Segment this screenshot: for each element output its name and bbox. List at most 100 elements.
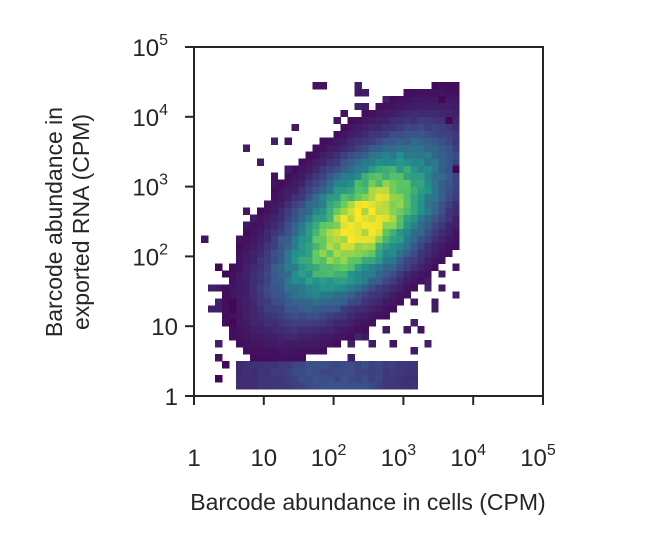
histogram-bin xyxy=(375,249,383,257)
histogram-bin xyxy=(333,137,341,146)
histogram-bin xyxy=(424,284,432,292)
histogram-bin xyxy=(410,116,418,125)
histogram-bin xyxy=(375,186,383,194)
histogram-bin xyxy=(389,291,397,299)
histogram-bin xyxy=(284,235,293,243)
histogram-bin xyxy=(361,361,369,369)
histogram-bin xyxy=(410,102,418,111)
histogram-bin xyxy=(382,249,390,257)
histogram-bin xyxy=(424,137,432,146)
histogram-bin xyxy=(256,333,265,341)
histogram-bin xyxy=(333,151,341,160)
histogram-bin xyxy=(326,214,334,222)
histogram-bin xyxy=(389,165,397,174)
histogram-bin xyxy=(431,151,439,160)
x-tick-label: 10 xyxy=(250,445,277,472)
histogram-bin xyxy=(424,109,432,118)
histogram-bin xyxy=(361,263,369,271)
histogram-bin xyxy=(270,172,279,181)
histogram-bin xyxy=(256,158,265,167)
histogram-bin xyxy=(326,144,334,153)
histogram-bin xyxy=(249,298,258,306)
histogram-bin xyxy=(354,298,362,306)
histogram-bin xyxy=(452,102,460,111)
histogram-bin xyxy=(312,291,321,299)
histogram-bin xyxy=(347,228,355,236)
histogram-bin xyxy=(347,200,355,208)
histogram-bin xyxy=(347,130,355,139)
histogram-bin xyxy=(445,81,453,90)
histogram-bin xyxy=(403,186,411,194)
histogram-bin xyxy=(417,277,425,285)
histogram-bin xyxy=(235,249,244,257)
histogram-bin xyxy=(354,137,362,146)
histogram-bin xyxy=(382,151,390,160)
histogram-bin xyxy=(298,263,307,271)
histogram-bin xyxy=(417,249,425,257)
histogram-bin xyxy=(277,319,286,327)
histogram-bin xyxy=(452,123,460,132)
histogram-bin xyxy=(389,151,397,160)
histogram-bin xyxy=(438,151,446,160)
histogram-bin xyxy=(298,242,307,250)
histogram-bin xyxy=(319,319,328,327)
histogram-bin xyxy=(452,130,460,139)
histogram-bin xyxy=(445,95,453,104)
histogram-bin xyxy=(291,284,300,292)
histogram-bin xyxy=(417,151,425,160)
histogram-bin xyxy=(263,228,272,236)
histogram-bin xyxy=(319,326,328,334)
histogram-bin xyxy=(340,144,348,153)
histogram-bin xyxy=(403,263,411,271)
histogram-bin xyxy=(333,361,341,369)
histogram-bin xyxy=(368,221,376,229)
histogram-bin xyxy=(445,165,453,174)
histogram-bin xyxy=(284,326,293,334)
histogram-bin xyxy=(235,263,244,271)
y-axis-label-line-1: Barcode abundance in xyxy=(41,107,67,337)
histogram-bin xyxy=(417,179,425,187)
histogram-bin xyxy=(354,193,362,201)
histogram-bin xyxy=(452,116,460,125)
histogram-bin xyxy=(305,193,314,201)
histogram-bin xyxy=(263,277,272,285)
histogram-bin xyxy=(340,361,348,369)
histogram-bin xyxy=(298,340,307,348)
histogram-bin xyxy=(424,88,432,97)
histogram-bin xyxy=(361,305,369,313)
histogram-bin xyxy=(403,375,411,383)
histogram-bin xyxy=(326,137,334,146)
histogram-bin xyxy=(424,242,432,250)
histogram-bin xyxy=(333,158,341,167)
histogram-bin xyxy=(312,333,321,341)
histogram-bin xyxy=(445,228,453,236)
histogram-bin xyxy=(284,361,293,369)
histogram-bin xyxy=(382,270,390,278)
histogram-bin xyxy=(256,270,265,278)
histogram-bin xyxy=(375,165,383,174)
histogram-bin xyxy=(431,221,439,229)
histogram-bin xyxy=(333,326,341,334)
histogram-bin xyxy=(368,151,376,160)
histogram-bin xyxy=(431,179,439,187)
histogram-bin xyxy=(368,165,376,174)
histogram-bin xyxy=(333,179,341,187)
histogram-bin xyxy=(361,193,369,201)
histogram-bin xyxy=(431,158,439,167)
histogram-bin xyxy=(354,284,362,292)
histogram-bin xyxy=(382,172,390,181)
histogram-bin xyxy=(249,270,258,278)
histogram-bin xyxy=(368,375,376,383)
histogram-bin xyxy=(333,144,341,153)
histogram-bin xyxy=(375,123,383,132)
histogram-bin xyxy=(438,102,446,111)
histogram-bin xyxy=(298,368,307,376)
histogram-bin xyxy=(389,382,397,390)
histogram-bin xyxy=(284,249,293,257)
histogram-bin xyxy=(431,165,439,174)
histogram-bin xyxy=(452,144,460,153)
histogram-bin xyxy=(361,200,369,208)
histogram-bin xyxy=(354,326,362,334)
histogram-bin xyxy=(354,123,362,132)
histogram-bin xyxy=(382,291,390,299)
